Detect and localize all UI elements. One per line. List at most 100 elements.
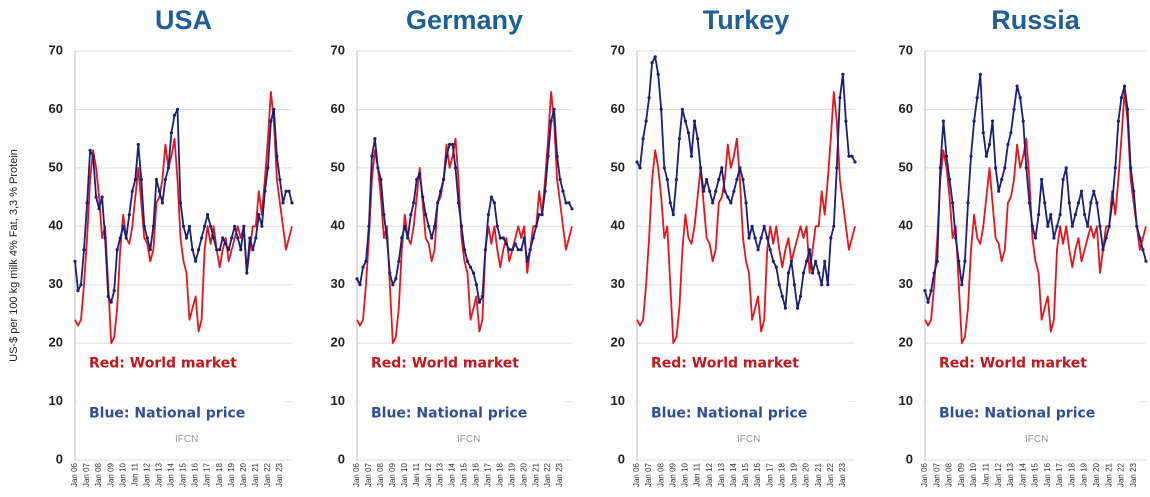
line-series [924,91,1147,344]
legend-entry: Blue: National price [939,405,1095,421]
x-tick-label: Jan 09 [388,462,397,487]
legend-entry: Red: World market [939,356,1087,372]
y-tick-label: 60 [899,101,913,116]
x-tick-label: Jan 08 [656,462,665,487]
x-tick-label: Jan 16 [472,462,481,487]
watermark: IFCN [1025,434,1048,445]
y-tick-label: 10 [611,393,625,408]
x-tick-label: Jan 10 [681,462,690,487]
x-tick-label: Jan 14 [1018,462,1027,487]
y-tick-label: 0 [618,451,625,466]
y-tick-label: 40 [49,218,63,233]
x-tick-label: Jan 11 [693,462,702,486]
x-tick-label: Jan 07 [644,462,653,487]
x-tick-label: Jan 15 [460,462,469,487]
x-tick-label: Jan 20 [519,462,528,487]
x-tick-label: Jan 17 [1055,462,1064,487]
x-tick-label: Jan 18 [777,462,786,487]
chart-title: Turkey [703,5,790,35]
y-tick-label: 40 [899,218,913,233]
x-tick-label: Jan 17 [203,462,212,487]
line-series [636,91,856,344]
y-tick-label: 20 [899,335,913,350]
y-tick-label: 0 [906,451,913,466]
legend-entry: Red: World market [89,356,237,372]
line-series [355,107,574,304]
x-tick-label: Jan 13 [717,462,726,487]
x-tick-label: Jan 19 [227,462,236,487]
x-tick-label: Jan 15 [179,462,188,487]
y-tick-label: 70 [49,42,63,57]
x-tick-label: Jan 22 [263,462,272,487]
y-tick-label: 30 [49,276,63,291]
x-tick-label: Jan 16 [1043,462,1052,487]
y-tick-label: 20 [49,335,63,350]
watermark: IFCN [457,434,480,445]
y-tick-label: 70 [899,42,913,57]
legend-entry: Blue: National price [651,405,807,421]
x-tick-label: Jan 21 [1104,462,1113,487]
x-tick-label: Jan 12 [705,462,714,487]
line-series [73,107,294,304]
x-tick-label: Jan 22 [543,462,552,487]
x-tick-label: Jan 19 [507,462,516,487]
x-tick-label: Jan 07 [932,462,941,487]
x-tick-label: Jan 12 [994,462,1003,487]
y-tick-label: 10 [49,393,63,408]
y-tick-label: 0 [338,451,345,466]
x-tick-label: Jan 20 [1092,462,1101,487]
x-tick-label: Jan 23 [555,462,564,487]
x-tick-label: Jan 17 [765,462,774,487]
x-tick-label: Jan 13 [436,462,445,487]
legend-entry: Red: World market [651,356,799,372]
x-tick-label: Jan 11 [981,462,990,486]
x-tick-label: Jan 08 [376,462,385,487]
legend-box [359,348,566,455]
x-tick-label: Jan 19 [790,462,799,487]
x-tick-label: Jan 11 [412,462,421,486]
x-tick-label: Jan 18 [495,462,504,487]
line-series [635,55,857,310]
y-tick-label: 70 [611,42,625,57]
legend-box [927,348,1140,455]
watermark: IFCN [737,434,760,445]
x-tick-label: Jan 11 [130,462,139,486]
y-tick-label: 10 [331,393,345,408]
legend-entry: Blue: National price [371,405,527,421]
line-series [356,91,573,344]
x-tick-label: Jan 21 [531,462,540,487]
y-tick-label: 50 [49,159,63,174]
line-series [923,72,1148,304]
x-tick-label: Jan 19 [1080,462,1089,487]
x-tick-label: Jan 14 [448,462,457,487]
x-tick-label: Jan 09 [668,462,677,487]
x-tick-label: Jan 07 [364,462,373,487]
x-tick-label: Jan 10 [969,462,978,487]
x-tick-label: Jan 23 [1129,462,1138,487]
x-tick-label: Jan 12 [142,462,151,487]
x-tick-label: Jan 06 [352,462,361,487]
y-tick-label: 60 [331,101,345,116]
x-tick-label: Jan 10 [400,462,409,487]
y-tick-label: 50 [611,159,625,174]
legend-entry: Red: World market [371,356,519,372]
x-tick-label: Jan 07 [82,462,91,487]
legend-box [77,348,286,455]
y-tick-label: 40 [331,218,345,233]
y-tick-label: 60 [49,101,63,116]
x-tick-label: Jan 06 [632,462,641,487]
x-tick-label: Jan 06 [70,462,79,487]
x-tick-label: Jan 13 [154,462,163,487]
x-tick-label: Jan 21 [814,462,823,487]
legend-box [639,348,849,455]
x-tick-label: Jan 23 [838,462,847,487]
x-tick-label: Jan 13 [1006,462,1015,487]
y-tick-label: 30 [331,276,345,291]
x-tick-label: Jan 21 [251,462,260,487]
y-tick-label: 0 [56,451,63,466]
watermark: IFCN [175,434,198,445]
x-tick-label: Jan 12 [424,462,433,487]
x-tick-label: Jan 16 [753,462,762,487]
x-tick-label: Jan 09 [957,462,966,487]
